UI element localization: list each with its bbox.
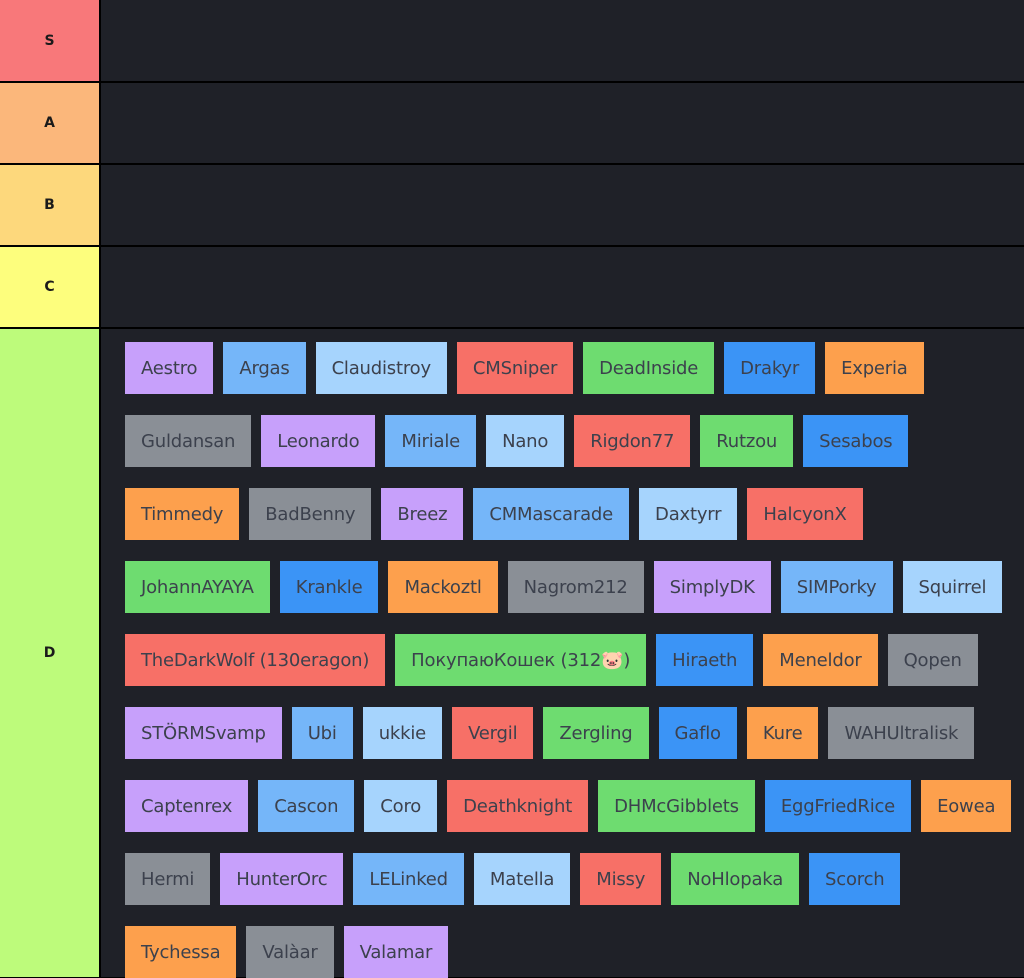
- tier-item-chip[interactable]: TheDarkWolf (130eragon): [125, 634, 386, 686]
- tier-item-chip[interactable]: Rutzou: [700, 415, 794, 467]
- tier-item-chip[interactable]: Squirrel: [902, 561, 1003, 613]
- tier-item-chip[interactable]: Gaflo: [658, 707, 737, 759]
- tier-dropzone[interactable]: [101, 83, 1024, 163]
- tier-item-chip[interactable]: Daxtyrr: [639, 488, 738, 540]
- tier-item-chip[interactable]: Miriale: [385, 415, 477, 467]
- tier-item-chip[interactable]: Missy: [580, 853, 662, 905]
- tier-item-chip[interactable]: ПокупаюКошек (312🐷): [395, 634, 647, 686]
- tier-item-chip[interactable]: JohannAYAYA: [125, 561, 270, 613]
- tier-item-chip[interactable]: WAHUltralisk: [828, 707, 975, 759]
- tier-item-chip[interactable]: Eowea: [921, 780, 1012, 832]
- tier-item-chip[interactable]: CMMascarade: [473, 488, 630, 540]
- tier-item-chip[interactable]: Ubi: [291, 707, 353, 759]
- tier-item-chip[interactable]: Timmedy: [125, 488, 240, 540]
- tier-item-chip[interactable]: Aestro: [125, 342, 214, 394]
- tier-item-chip[interactable]: Leonardo: [261, 415, 376, 467]
- tier-dropzone[interactable]: Aestro Argas Claudistroy CMSniper DeadInside…: [101, 329, 1024, 978]
- tier-item-chip[interactable]: Breez: [381, 488, 464, 540]
- tier-item-chip[interactable]: Guldansan: [125, 415, 252, 467]
- tier-item-chip[interactable]: Rigdon77: [574, 415, 691, 467]
- tier-row-s: S: [0, 0, 1024, 81]
- tier-dropzone[interactable]: [101, 165, 1024, 245]
- tier-item-chip[interactable]: Sesabos: [803, 415, 909, 467]
- tier-label[interactable]: S: [0, 0, 99, 81]
- tier-item-chip[interactable]: Hermi: [125, 853, 211, 905]
- tier-item-chip[interactable]: Captenrex: [125, 780, 249, 832]
- tier-item-chip[interactable]: Tychessa: [125, 926, 237, 978]
- tier-item-chip[interactable]: STÖRMSvamp: [125, 707, 282, 759]
- tier-item-chip[interactable]: Krankle: [279, 561, 379, 613]
- tier-item-chip[interactable]: ukkie: [362, 707, 443, 759]
- tier-items: Aestro Argas Claudistroy CMSniper DeadInside…: [125, 342, 1016, 978]
- tier-item-chip[interactable]: Valamar: [343, 926, 449, 978]
- tier-item-chip[interactable]: Coro: [364, 780, 438, 832]
- tier-item-chip[interactable]: Scorch: [809, 853, 901, 905]
- tier-item-chip[interactable]: Zergling: [543, 707, 649, 759]
- tier-label[interactable]: B: [0, 165, 99, 245]
- tier-row-a: A: [0, 83, 1024, 163]
- tier-label[interactable]: C: [0, 247, 99, 327]
- tier-label[interactable]: A: [0, 83, 99, 163]
- tier-item-chip[interactable]: DHMcGibblets: [598, 780, 755, 832]
- tier-item-chip[interactable]: Deathknight: [447, 780, 589, 832]
- tier-item-chip[interactable]: Experia: [825, 342, 924, 394]
- tier-item-chip[interactable]: Drakyr: [724, 342, 816, 394]
- tier-item-chip[interactable]: Meneldor: [763, 634, 878, 686]
- tier-item-chip[interactable]: Qopen: [887, 634, 978, 686]
- tier-item-chip[interactable]: Cascon: [258, 780, 355, 832]
- tier-row-b: B: [0, 165, 1024, 245]
- tier-row-d: D Aestro Argas Claudistroy CMSniper DeadInsid…: [0, 329, 1024, 978]
- tier-label[interactable]: D: [0, 329, 99, 977]
- tier-item-chip[interactable]: DeadInside: [583, 342, 715, 394]
- tier-item-chip[interactable]: Vergil: [452, 707, 534, 759]
- tier-item-chip[interactable]: BadBenny: [249, 488, 372, 540]
- tier-item-chip[interactable]: Nano: [486, 415, 565, 467]
- tier-item-chip[interactable]: Valàar: [246, 926, 334, 978]
- tier-item-chip[interactable]: CMSniper: [456, 342, 574, 394]
- tier-item-chip[interactable]: SIMPorky: [780, 561, 893, 613]
- tier-dropzone[interactable]: [101, 247, 1024, 327]
- tier-item-chip[interactable]: HunterOrc: [220, 853, 344, 905]
- tier-row-c: C: [0, 247, 1024, 327]
- tier-item-chip[interactable]: EggFriedRice: [764, 780, 912, 832]
- tier-item-chip[interactable]: Mackoztl: [388, 561, 498, 613]
- tier-item-chip[interactable]: NoHlopaka: [671, 853, 800, 905]
- tier-item-chip[interactable]: Hiraeth: [656, 634, 754, 686]
- tier-item-chip[interactable]: Kure: [746, 707, 819, 759]
- tier-item-chip[interactable]: LELinked: [353, 853, 464, 905]
- tier-item-chip[interactable]: SimplyDK: [653, 561, 771, 613]
- tier-item-chip[interactable]: Matella: [473, 853, 571, 905]
- tier-item-chip[interactable]: Argas: [223, 342, 306, 394]
- tier-item-chip[interactable]: HalcyonX: [747, 488, 863, 540]
- tier-item-chip[interactable]: Nagrom212: [507, 561, 644, 613]
- tier-dropzone[interactable]: [101, 0, 1024, 81]
- tier-item-chip[interactable]: Claudistroy: [315, 342, 447, 394]
